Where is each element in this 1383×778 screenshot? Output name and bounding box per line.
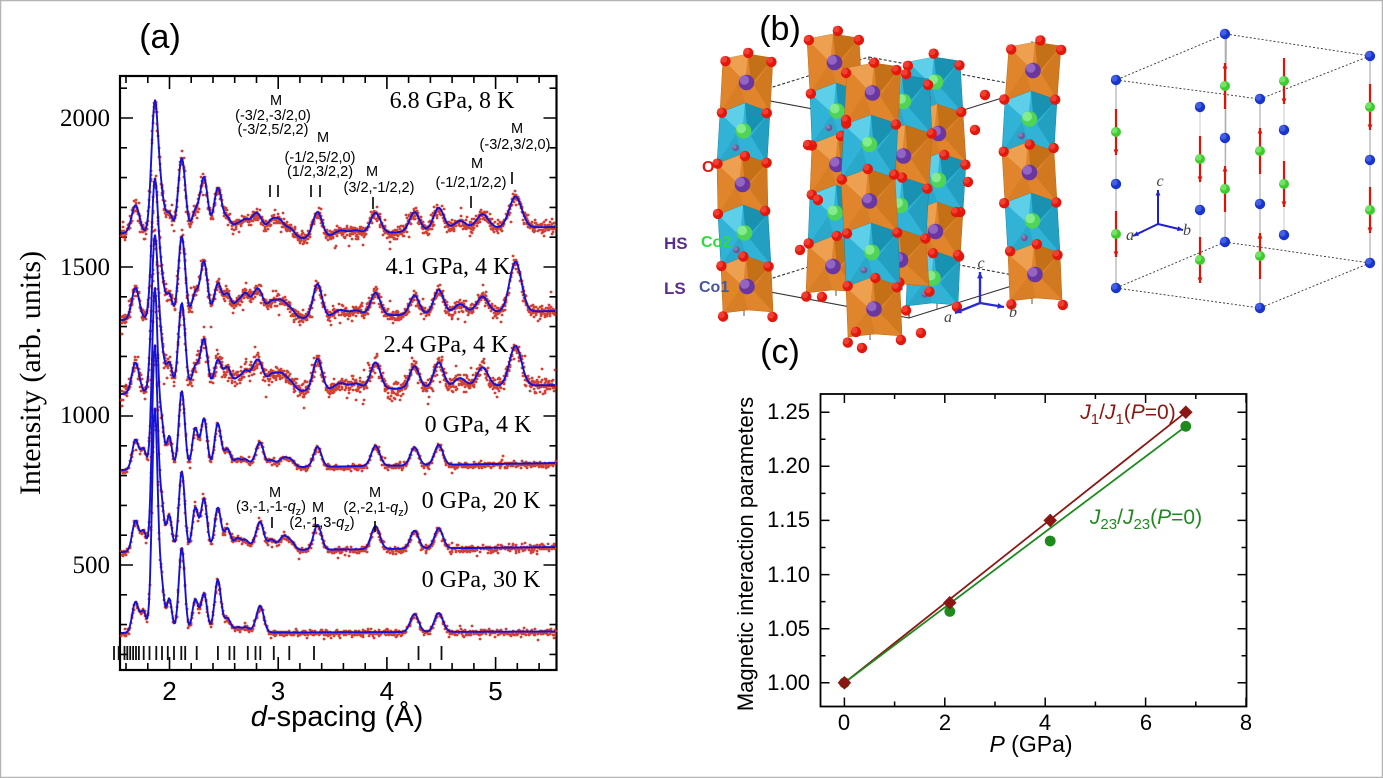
svg-text:c: c bbox=[977, 255, 984, 272]
svg-text:2: 2 bbox=[939, 710, 951, 735]
svg-text:(2,-2,1-qz): (2,-2,1-qz) bbox=[343, 500, 408, 519]
svg-text:1.25: 1.25 bbox=[767, 399, 810, 424]
svg-text:Co2: Co2 bbox=[701, 234, 731, 251]
svg-text:1000: 1000 bbox=[60, 402, 110, 429]
svg-text:500: 500 bbox=[73, 552, 111, 579]
svg-text:1.15: 1.15 bbox=[767, 507, 810, 532]
svg-text:M: M bbox=[317, 130, 329, 146]
svg-text:Co1: Co1 bbox=[699, 279, 729, 296]
svg-text:M: M bbox=[471, 156, 483, 172]
svg-text:c: c bbox=[1156, 173, 1163, 190]
svg-text:(c): (c) bbox=[760, 333, 800, 371]
svg-text:4: 4 bbox=[1039, 710, 1051, 735]
svg-text:d-spacing (Å): d-spacing (Å) bbox=[251, 700, 423, 733]
svg-text:6.8 GPa, 8 K: 6.8 GPa, 8 K bbox=[390, 88, 515, 114]
svg-text:M: M bbox=[369, 485, 381, 501]
svg-text:2000: 2000 bbox=[60, 105, 110, 132]
svg-text:(3/2,-1/2,2): (3/2,-1/2,2) bbox=[344, 180, 415, 196]
svg-text:Magnetic interaction parameter: Magnetic interaction parameters bbox=[733, 397, 758, 711]
svg-text:a: a bbox=[944, 309, 952, 326]
svg-text:(3,-1,-1-qz): (3,-1,-1-qz) bbox=[236, 499, 306, 518]
svg-text:M: M bbox=[270, 93, 282, 109]
svg-text:1.00: 1.00 bbox=[767, 670, 810, 695]
svg-text:O: O bbox=[702, 159, 714, 176]
svg-text:6: 6 bbox=[1140, 710, 1152, 735]
svg-text:4: 4 bbox=[380, 676, 394, 706]
svg-text:2: 2 bbox=[162, 676, 176, 706]
svg-text:M: M bbox=[269, 485, 281, 501]
svg-text:M: M bbox=[312, 500, 324, 516]
svg-text:b: b bbox=[1183, 222, 1191, 239]
svg-text:1.10: 1.10 bbox=[767, 562, 810, 587]
svg-text:Intensity (arb. units): Intensity (arb. units) bbox=[14, 251, 47, 495]
svg-text:5: 5 bbox=[488, 676, 502, 706]
svg-text:(2,-1,3-qz): (2,-1,3-qz) bbox=[289, 515, 354, 534]
svg-text:a: a bbox=[1126, 227, 1134, 244]
svg-text:0: 0 bbox=[838, 710, 850, 735]
svg-text:1500: 1500 bbox=[60, 254, 110, 281]
svg-text:M: M bbox=[511, 121, 523, 137]
svg-text:8: 8 bbox=[1240, 710, 1252, 735]
svg-text:M: M bbox=[366, 164, 378, 180]
svg-text:P (GPa): P (GPa) bbox=[989, 731, 1072, 757]
svg-text:1.05: 1.05 bbox=[767, 616, 810, 641]
svg-text:0 GPa, 20 K: 0 GPa, 20 K bbox=[422, 488, 541, 514]
svg-text:0 GPa, 30 K: 0 GPa, 30 K bbox=[422, 567, 541, 593]
svg-text:HS: HS bbox=[664, 234, 688, 253]
svg-text:2.4 GPa, 4 K: 2.4 GPa, 4 K bbox=[384, 332, 509, 358]
svg-text:(-3/2,5/2,2): (-3/2,5/2,2) bbox=[238, 122, 309, 138]
svg-text:(b): (b) bbox=[759, 10, 801, 48]
svg-text:(1/2,3/2,2): (1/2,3/2,2) bbox=[287, 164, 353, 180]
svg-text:(-1/2,1/2,2): (-1/2,1/2,2) bbox=[436, 175, 507, 191]
svg-text:3: 3 bbox=[271, 676, 285, 706]
svg-text:(-1/2,5/2,0): (-1/2,5/2,0) bbox=[285, 150, 356, 166]
svg-text:(-3/2,-3/2,0): (-3/2,-3/2,0) bbox=[235, 108, 311, 124]
svg-text:b: b bbox=[1009, 304, 1017, 321]
svg-text:4.1 GPa, 4 K: 4.1 GPa, 4 K bbox=[386, 254, 511, 280]
svg-text:(a): (a) bbox=[139, 18, 181, 56]
svg-text:LS: LS bbox=[664, 279, 686, 298]
svg-text:0 GPa, 4 K: 0 GPa, 4 K bbox=[425, 412, 532, 438]
svg-text:1.20: 1.20 bbox=[767, 453, 810, 478]
svg-text:(-3/2,3/2,0): (-3/2,3/2,0) bbox=[480, 137, 551, 153]
